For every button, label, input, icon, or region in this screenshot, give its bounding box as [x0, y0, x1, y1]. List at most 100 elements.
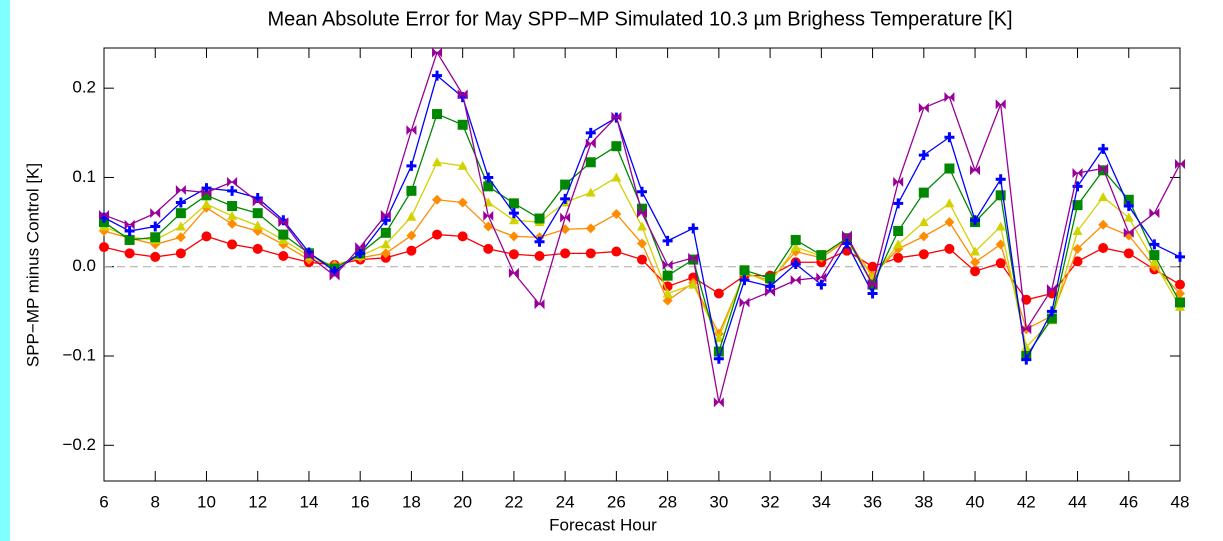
marker	[560, 193, 571, 204]
marker	[816, 279, 827, 290]
marker	[790, 275, 801, 286]
marker	[1072, 256, 1083, 267]
marker	[1098, 143, 1109, 154]
marker	[380, 248, 391, 259]
marker	[227, 185, 238, 196]
marker	[970, 165, 981, 176]
marker	[534, 299, 545, 310]
marker	[1098, 163, 1109, 174]
marker	[944, 217, 955, 228]
marker	[329, 270, 340, 281]
marker	[1123, 248, 1134, 259]
marker	[406, 230, 417, 241]
marker	[893, 226, 904, 237]
marker	[1175, 297, 1185, 308]
marker	[534, 213, 545, 224]
marker	[1046, 306, 1057, 317]
marker	[611, 111, 622, 122]
marker	[175, 197, 186, 208]
marker	[483, 172, 494, 183]
marker	[99, 242, 109, 253]
marker	[483, 243, 494, 254]
marker	[406, 211, 417, 221]
marker	[713, 353, 724, 364]
marker	[175, 232, 186, 243]
marker	[611, 172, 622, 182]
marker	[406, 245, 417, 256]
marker	[227, 210, 238, 220]
x-tick-label: 16	[351, 492, 370, 511]
marker	[841, 238, 852, 249]
marker	[585, 187, 596, 197]
marker	[995, 174, 1006, 185]
marker	[380, 215, 391, 226]
x-tick-label: 14	[299, 492, 318, 511]
marker	[765, 286, 776, 297]
marker	[303, 251, 314, 262]
marker	[406, 160, 417, 171]
marker	[508, 198, 519, 209]
x-tick-label: 46	[1119, 492, 1138, 511]
x-tick-label: 24	[556, 492, 575, 511]
marker	[457, 89, 468, 100]
marker	[867, 261, 878, 272]
marker	[432, 47, 443, 58]
marker	[175, 208, 186, 219]
x-tick-label: 36	[863, 492, 882, 511]
marker	[637, 221, 647, 231]
marker	[739, 265, 750, 276]
plot-frame	[103, 47, 1181, 482]
marker	[1175, 288, 1185, 299]
marker	[995, 221, 1006, 231]
marker	[432, 70, 443, 81]
marker	[918, 249, 929, 260]
marker	[918, 187, 929, 198]
marker	[150, 251, 161, 262]
marker	[150, 208, 161, 219]
marker	[252, 243, 263, 254]
marker	[355, 242, 366, 253]
marker	[560, 179, 571, 190]
marker	[380, 239, 391, 249]
marker	[1175, 251, 1185, 262]
y-tick-label: 0.0	[72, 256, 96, 275]
marker	[637, 208, 647, 219]
marker	[560, 248, 571, 259]
x-tick-label: 42	[1017, 492, 1036, 511]
marker	[1021, 354, 1032, 365]
marker	[1123, 201, 1134, 212]
marker	[944, 198, 955, 208]
marker	[457, 119, 468, 130]
marker	[918, 150, 929, 161]
marker	[252, 196, 263, 207]
marker	[611, 209, 622, 220]
marker	[1149, 208, 1160, 219]
marker	[1072, 167, 1083, 178]
marker	[534, 236, 545, 247]
marker	[1072, 243, 1083, 254]
y-tick-label: −0.2	[62, 435, 96, 454]
marker	[201, 199, 212, 209]
marker	[816, 250, 827, 261]
marker	[893, 239, 904, 249]
marker	[739, 297, 750, 308]
marker	[406, 185, 417, 196]
marker	[175, 221, 186, 231]
marker	[508, 231, 519, 242]
marker	[1149, 239, 1160, 250]
marker	[944, 243, 955, 254]
marker	[432, 157, 443, 167]
marker	[380, 227, 391, 238]
marker	[867, 288, 878, 299]
marker	[585, 127, 596, 138]
marker	[970, 246, 981, 256]
marker	[457, 231, 468, 242]
marker	[637, 186, 647, 197]
x-tick-label: 10	[197, 492, 216, 511]
y-axis-label: SPP−MP minus Control [K]	[23, 163, 42, 367]
marker	[380, 209, 391, 220]
marker	[99, 209, 109, 220]
marker	[867, 279, 878, 290]
